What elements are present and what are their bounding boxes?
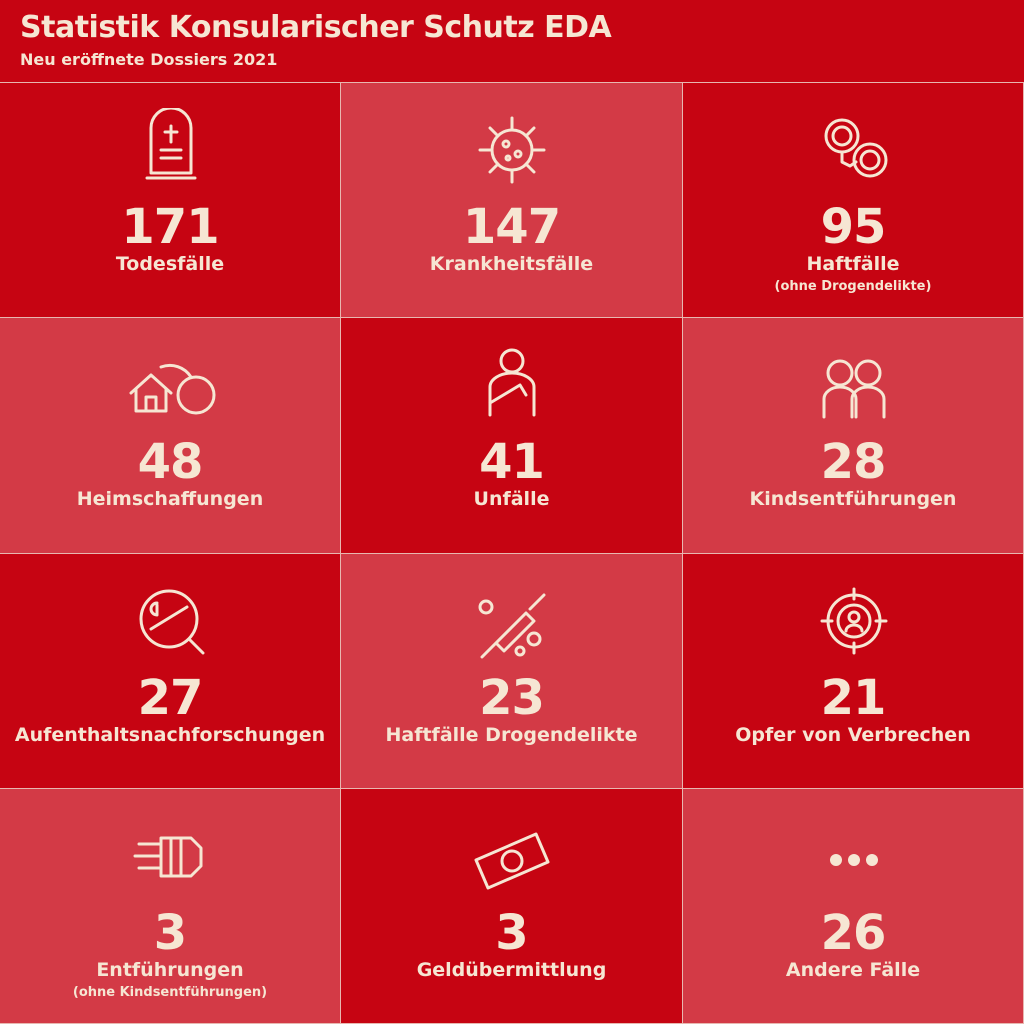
tile: 21 Opfer von Verbrechen — [683, 553, 1024, 789]
count: 171 — [121, 199, 219, 255]
count: 3 — [495, 904, 528, 961]
icon — [139, 589, 204, 654]
tile: 3 Entführungen (ohne Kindsentführungen) — [0, 788, 341, 1024]
icon — [133, 836, 202, 878]
icon — [820, 587, 887, 654]
tile: 26 Andere Fälle — [683, 788, 1024, 1024]
tile: 171 Todesfälle — [0, 83, 341, 319]
label: Aufenthaltsnachforschungen — [14, 723, 326, 746]
icon — [474, 832, 550, 890]
label: Krankheitsfälle — [429, 253, 594, 275]
label: Haftfälle — [806, 253, 900, 275]
icon — [478, 593, 546, 658]
count: 147 — [462, 199, 561, 255]
label: Opfer von Verbrechen — [735, 723, 971, 746]
label: Heimschaffungen — [76, 488, 264, 511]
icon — [129, 364, 215, 415]
count: 21 — [820, 669, 887, 726]
icon — [478, 116, 546, 184]
tile: 27 Aufenthaltsnachforschungen — [0, 553, 341, 789]
count: 48 — [137, 434, 204, 491]
tile: 147 Krankheitsfälle — [341, 83, 683, 319]
tile: 95 Haftfälle (ohne Drogendelikte) — [683, 83, 1024, 319]
count: 3 — [153, 904, 187, 961]
label: Entführungen — [96, 958, 244, 981]
header: Statistik Konsularischer Schutz EDA Neu … — [0, 0, 1024, 83]
icon — [822, 359, 885, 419]
note: (ohne Kindsentführungen) — [72, 984, 268, 1000]
count: 95 — [820, 199, 887, 255]
tile: 3 Geldübermittlung — [341, 788, 683, 1024]
count: 23 — [479, 669, 545, 726]
icon — [829, 853, 878, 866]
icon — [824, 118, 887, 178]
count: 41 — [479, 434, 545, 491]
tile: 48 Heimschaffungen — [0, 318, 341, 554]
label: Todesfälle — [115, 253, 225, 275]
icon — [488, 348, 536, 417]
label: Andere Fälle — [785, 958, 921, 981]
label: Kindsentführungen — [749, 488, 957, 511]
tile: 28 Kindsentführungen — [683, 318, 1024, 554]
count: 26 — [820, 904, 887, 961]
label: Geldübermittlung — [416, 958, 607, 981]
tile: 41 Unfälle — [341, 318, 683, 554]
note: (ohne Drogendelikte) — [774, 279, 932, 294]
title: Statistik Konsularischer Schutz EDA — [20, 10, 612, 45]
count: 28 — [820, 434, 887, 491]
label: Haftfälle Drogendelikte — [385, 723, 638, 746]
count: 27 — [137, 669, 204, 726]
subtitle: Neu eröffnete Dossiers 2021 — [20, 50, 278, 69]
label: Unfälle — [473, 488, 550, 511]
tile: 23 Haftfälle Drogendelikte — [341, 553, 683, 789]
icon — [145, 108, 196, 180]
